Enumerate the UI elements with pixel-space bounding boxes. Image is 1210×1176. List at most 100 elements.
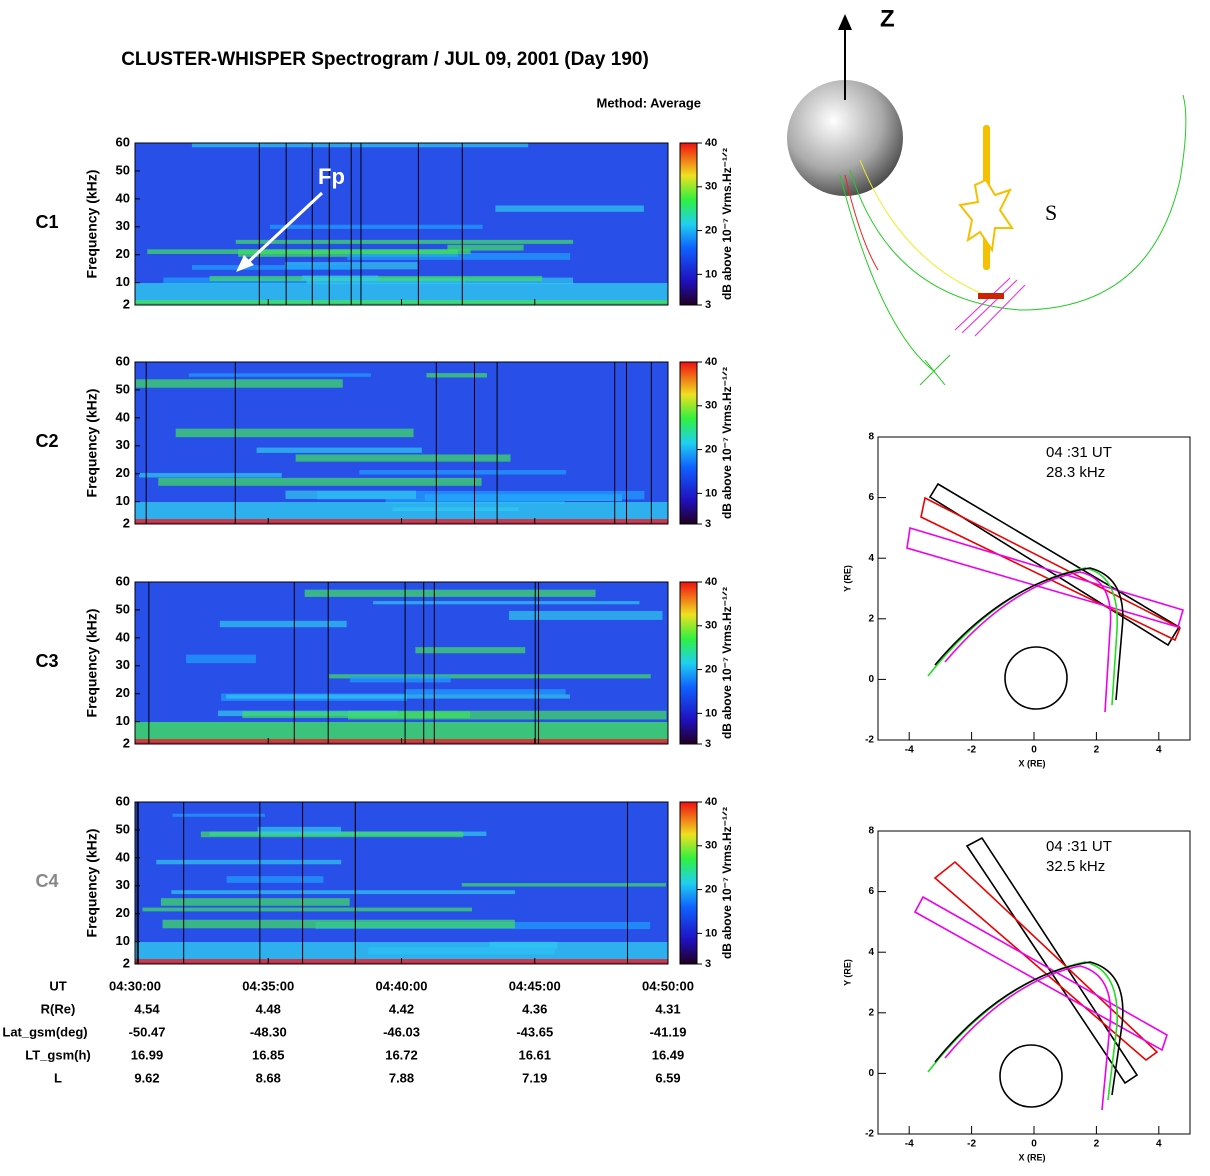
spectrogram-band [235, 239, 574, 244]
cell: 4.42 [389, 1001, 414, 1016]
y-tick-label: 40 [116, 849, 130, 864]
annotation: Fp [318, 164, 345, 189]
y-tick-label: 50 [116, 162, 130, 177]
y-tick-label: 50 [116, 381, 130, 396]
row-label: Lat_gsm(deg) [2, 1024, 87, 1039]
x-axis-label: X (RE) [1019, 1152, 1046, 1162]
y-tick-label: 2 [868, 613, 874, 624]
orbit-diagram: Z S [787, 5, 1187, 386]
cell: 4.48 [256, 1001, 281, 1016]
y-tick-label: 20 [116, 246, 130, 261]
panel-label: C2 [35, 431, 58, 451]
colorbar-tick-label: 10 [705, 487, 717, 499]
y-tick-label: 4 [868, 947, 874, 958]
cell: 16.72 [385, 1047, 418, 1062]
colorbar-tick-label: 10 [705, 707, 717, 719]
frequency-label: 28.3 kHz [1046, 464, 1105, 481]
y-tick-label: 2 [123, 955, 130, 970]
colorbar-label: dB above 10⁻⁷ Vrms.Hz⁻¹ᐟ² [720, 587, 734, 739]
spectrogram-band [359, 470, 567, 475]
spectrogram-band [405, 689, 566, 695]
cell: 4.36 [522, 1001, 547, 1016]
time-label: 04 :31 UT [1046, 444, 1112, 461]
y-tick-label: 2 [123, 735, 130, 750]
spectrogram-band [257, 826, 342, 834]
colorbar-tick-label: 30 [705, 400, 717, 412]
ephemeris-table: UT 04:30:00 04:35:00 04:40:00 04:45:00 04:50:… [2, 978, 694, 1085]
x-tick-label: -2 [967, 1139, 976, 1150]
source-star [958, 178, 1014, 253]
y-tick-label: 60 [116, 353, 130, 368]
y-tick-label: 40 [116, 190, 130, 205]
x-tick-label: 4 [1156, 745, 1162, 756]
colorbar-tick-label: 20 [705, 663, 717, 675]
y-tick-label: 50 [116, 821, 130, 836]
spectrogram-band [256, 447, 422, 453]
frequency-label: Frequency (kHz) [84, 829, 100, 938]
cell: 8.68 [256, 1070, 281, 1085]
row-label: UT [49, 978, 66, 993]
spectrogram-band [147, 249, 471, 254]
spectrogram-band [295, 454, 511, 462]
colorbar-label: dB above 10⁻⁷ Vrms.Hz⁻¹ᐟ² [720, 807, 734, 959]
cell: -43.65 [516, 1024, 553, 1039]
spectrogram-band [348, 710, 667, 720]
colorbar-tick-label: 40 [705, 576, 717, 588]
cell: -48.30 [250, 1024, 287, 1039]
cell: -50.47 [129, 1024, 166, 1039]
cell: 04:40:00 [375, 978, 427, 993]
y-tick-label: 2 [123, 515, 130, 530]
colorbar-tick-label: 20 [705, 443, 717, 455]
frequency-label: Frequency (kHz) [84, 609, 100, 718]
x-tick-label: -4 [905, 1139, 914, 1150]
frequency-label: Frequency (kHz) [84, 170, 100, 279]
y-tick-label: 6 [868, 492, 874, 503]
cell: 16.85 [252, 1047, 285, 1062]
cell: -46.03 [383, 1024, 420, 1039]
colorbar [679, 142, 698, 306]
cell: 04:50:00 [642, 978, 694, 993]
y-tick-label: 2 [123, 296, 130, 311]
spectrogram-band [461, 883, 666, 887]
spacecraft [978, 293, 1004, 299]
colorbar-label: dB above 10⁻⁷ Vrms.Hz⁻¹ᐟ² [720, 367, 734, 519]
method: Method: Average [597, 95, 702, 110]
annotation-arrow [243, 191, 324, 267]
colorbar-tick-label: 40 [705, 137, 717, 149]
spectrogram-band [135, 283, 668, 303]
x-axis-label: X (RE) [1019, 758, 1046, 768]
spectrogram-band [172, 813, 265, 817]
x-tick-label: 0 [1031, 745, 1037, 756]
spectrogram-band [171, 890, 516, 895]
panel-label: C3 [35, 651, 58, 671]
orbit [849, 94, 1187, 311]
x-tick-label: 2 [1094, 745, 1100, 756]
colorbar [679, 801, 698, 965]
y-tick-label: 20 [116, 685, 130, 700]
spectrogram-band [385, 498, 565, 504]
spectrogram-band [142, 907, 472, 912]
cell: 04:35:00 [242, 978, 294, 993]
y-tick-label: 0 [868, 674, 874, 685]
z-label: Z [880, 5, 895, 32]
spectrogram-band [329, 674, 651, 679]
y-tick-label: 30 [116, 218, 130, 233]
y-tick-label: 60 [116, 573, 130, 588]
orbit-mark [919, 354, 951, 386]
beams [954, 277, 1026, 337]
spectrogram-band [135, 942, 668, 962]
annotation-arrowhead [236, 255, 254, 272]
ray-plots: -4 -2 0 2 4 -2 0 2 4 6 8 X (RE) Y (RE) 04 :31 UT 28.3 … [842, 432, 1191, 1162]
y-tick-label: 8 [868, 432, 874, 443]
time-label: 04 :31 UT [1046, 838, 1112, 855]
y-tick-label: -2 [865, 1129, 874, 1140]
y-tick-label: 10 [116, 274, 130, 289]
colorbar-tick-label: 3 [705, 518, 711, 530]
y-tick-label: 60 [116, 134, 130, 149]
spectrogram-band [191, 143, 529, 148]
y-axis-label: Y (RE) [842, 959, 852, 986]
row-label: L [54, 1070, 62, 1085]
